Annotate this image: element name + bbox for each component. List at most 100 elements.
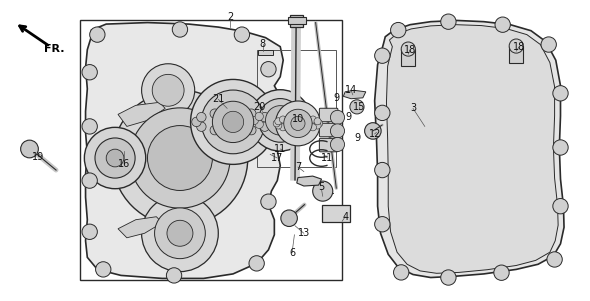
Bar (288, 17, 306, 24)
Circle shape (375, 48, 390, 63)
Text: 11: 11 (322, 153, 333, 163)
Circle shape (375, 105, 390, 120)
Circle shape (130, 108, 230, 208)
Circle shape (112, 90, 248, 226)
Circle shape (261, 194, 276, 209)
Circle shape (266, 106, 295, 135)
Circle shape (284, 110, 293, 118)
Circle shape (375, 163, 390, 178)
Text: 9: 9 (354, 133, 360, 144)
Circle shape (294, 114, 301, 121)
Circle shape (196, 113, 206, 122)
Circle shape (314, 118, 321, 125)
Text: 13: 13 (298, 228, 310, 238)
Circle shape (265, 117, 274, 127)
Circle shape (167, 220, 193, 246)
Circle shape (365, 123, 381, 139)
Circle shape (276, 101, 320, 146)
Circle shape (228, 108, 238, 117)
Text: 18: 18 (404, 45, 416, 55)
Circle shape (152, 74, 184, 106)
Bar (290, 15, 303, 27)
Circle shape (196, 122, 206, 131)
Circle shape (330, 124, 345, 138)
Circle shape (228, 127, 238, 136)
Circle shape (250, 116, 258, 125)
Text: 21: 21 (212, 94, 224, 104)
Circle shape (95, 138, 135, 178)
Circle shape (314, 122, 321, 129)
Circle shape (275, 118, 282, 125)
Circle shape (280, 116, 287, 123)
Circle shape (280, 124, 287, 131)
Circle shape (148, 126, 212, 191)
Circle shape (297, 112, 306, 121)
Circle shape (286, 125, 293, 132)
Circle shape (273, 120, 280, 127)
Circle shape (281, 210, 297, 226)
Circle shape (261, 62, 276, 77)
Circle shape (82, 224, 97, 239)
Text: 8: 8 (260, 39, 266, 49)
Circle shape (401, 42, 415, 56)
Circle shape (284, 109, 312, 138)
Circle shape (553, 86, 568, 101)
Circle shape (350, 100, 364, 114)
Circle shape (255, 120, 263, 129)
Circle shape (375, 217, 390, 232)
Circle shape (192, 117, 201, 127)
Bar (80, 20, 342, 280)
Circle shape (255, 112, 263, 121)
Circle shape (284, 123, 293, 131)
Circle shape (509, 39, 523, 53)
Text: 10: 10 (292, 114, 304, 124)
Circle shape (316, 120, 323, 127)
Circle shape (90, 27, 105, 42)
Text: 19: 19 (32, 151, 44, 162)
Text: 16: 16 (118, 159, 130, 169)
Circle shape (268, 110, 276, 118)
Circle shape (155, 208, 205, 259)
Circle shape (547, 252, 562, 267)
Polygon shape (375, 20, 564, 278)
Text: 11: 11 (274, 144, 286, 154)
Circle shape (494, 265, 509, 280)
Circle shape (286, 115, 293, 122)
Text: 9: 9 (333, 93, 339, 103)
Text: 20: 20 (254, 102, 266, 112)
Polygon shape (86, 23, 283, 278)
Circle shape (82, 119, 97, 134)
Polygon shape (386, 25, 558, 273)
Circle shape (191, 79, 276, 164)
Circle shape (247, 109, 256, 118)
Circle shape (166, 268, 182, 283)
Circle shape (261, 125, 276, 140)
FancyBboxPatch shape (319, 123, 338, 137)
Circle shape (495, 17, 510, 32)
Circle shape (247, 126, 256, 135)
Text: 9: 9 (345, 112, 351, 123)
Circle shape (260, 122, 270, 131)
Polygon shape (297, 176, 322, 186)
Text: 18: 18 (513, 42, 525, 52)
Text: 2: 2 (227, 11, 233, 22)
Text: 15: 15 (353, 102, 365, 112)
Circle shape (84, 127, 146, 189)
Circle shape (260, 113, 270, 122)
Text: 17: 17 (271, 153, 283, 163)
Circle shape (309, 124, 316, 131)
Text: FR.: FR. (44, 44, 65, 54)
Polygon shape (118, 102, 165, 126)
Bar (257, 50, 336, 167)
Circle shape (541, 37, 556, 52)
Circle shape (303, 125, 310, 132)
Circle shape (268, 123, 276, 131)
Circle shape (249, 256, 264, 271)
Circle shape (275, 122, 282, 129)
Text: 7: 7 (295, 162, 301, 172)
Circle shape (210, 126, 219, 135)
Circle shape (441, 14, 456, 29)
Polygon shape (118, 217, 162, 238)
Text: 12: 12 (369, 129, 381, 139)
Circle shape (222, 111, 244, 132)
